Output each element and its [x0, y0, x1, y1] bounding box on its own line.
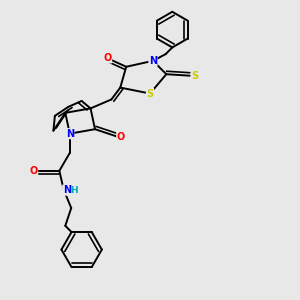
Text: S: S: [191, 71, 198, 81]
Text: N: N: [66, 129, 74, 139]
Text: N: N: [149, 56, 157, 66]
Text: O: O: [29, 166, 38, 176]
Text: S: S: [146, 88, 154, 98]
Text: O: O: [103, 53, 112, 63]
Text: N: N: [63, 185, 71, 195]
Text: O: O: [117, 132, 125, 142]
Text: H: H: [70, 186, 77, 195]
